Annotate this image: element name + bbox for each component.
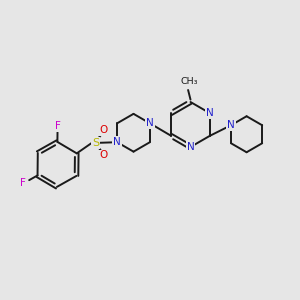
Text: N: N (113, 137, 121, 147)
Text: O: O (100, 125, 108, 135)
Text: S: S (92, 138, 99, 148)
Text: O: O (100, 150, 108, 161)
Text: N: N (187, 142, 194, 152)
Text: F: F (55, 121, 61, 131)
Text: N: N (227, 120, 235, 130)
Text: N: N (146, 118, 154, 128)
Text: N: N (206, 108, 214, 118)
Text: CH₃: CH₃ (181, 77, 198, 86)
Text: F: F (20, 178, 26, 188)
